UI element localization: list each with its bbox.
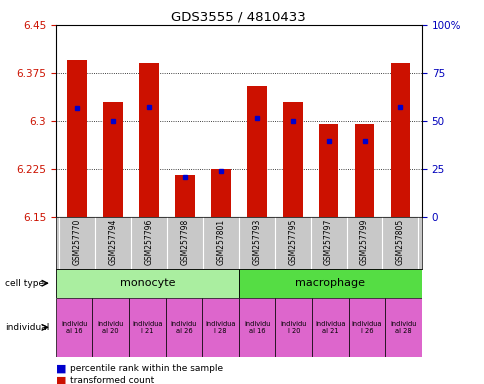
Bar bbox=[211, 169, 230, 217]
FancyBboxPatch shape bbox=[239, 269, 421, 298]
Text: individu
al 26: individu al 26 bbox=[170, 321, 197, 334]
Bar bbox=[67, 60, 87, 217]
FancyBboxPatch shape bbox=[312, 298, 348, 357]
Text: individua
al 21: individua al 21 bbox=[315, 321, 345, 334]
Text: GSM257794: GSM257794 bbox=[108, 218, 118, 265]
Text: individual: individual bbox=[5, 323, 49, 332]
Text: individua
l 26: individua l 26 bbox=[351, 321, 381, 334]
Text: transformed count: transformed count bbox=[70, 376, 154, 384]
Text: individu
al 16: individu al 16 bbox=[243, 321, 270, 334]
FancyBboxPatch shape bbox=[92, 298, 129, 357]
FancyBboxPatch shape bbox=[56, 269, 239, 298]
Text: percentile rank within the sample: percentile rank within the sample bbox=[70, 364, 223, 373]
Text: ■: ■ bbox=[56, 375, 66, 384]
Text: GSM257798: GSM257798 bbox=[180, 219, 189, 265]
FancyBboxPatch shape bbox=[239, 298, 275, 357]
FancyBboxPatch shape bbox=[129, 298, 166, 357]
Text: GSM257801: GSM257801 bbox=[216, 219, 225, 265]
Text: GSM257796: GSM257796 bbox=[144, 218, 153, 265]
Text: cell type: cell type bbox=[5, 279, 44, 288]
Bar bbox=[354, 124, 374, 217]
Title: GDS3555 / 4810433: GDS3555 / 4810433 bbox=[171, 11, 305, 24]
Bar bbox=[139, 63, 159, 217]
Text: GSM257799: GSM257799 bbox=[359, 218, 368, 265]
Bar bbox=[318, 124, 338, 217]
Text: individua
l 28: individua l 28 bbox=[205, 321, 235, 334]
Bar bbox=[103, 102, 123, 217]
FancyBboxPatch shape bbox=[166, 298, 202, 357]
Text: GSM257770: GSM257770 bbox=[73, 218, 82, 265]
FancyBboxPatch shape bbox=[56, 298, 92, 357]
FancyBboxPatch shape bbox=[348, 298, 384, 357]
Text: GSM257797: GSM257797 bbox=[323, 218, 333, 265]
Text: individu
al 20: individu al 20 bbox=[97, 321, 123, 334]
FancyBboxPatch shape bbox=[384, 298, 421, 357]
Text: GSM257793: GSM257793 bbox=[252, 218, 261, 265]
Text: individu
al 16: individu al 16 bbox=[61, 321, 87, 334]
Bar bbox=[246, 86, 266, 217]
Text: macrophage: macrophage bbox=[295, 278, 364, 288]
Bar bbox=[175, 175, 195, 217]
Bar bbox=[282, 102, 302, 217]
FancyBboxPatch shape bbox=[275, 298, 312, 357]
Bar bbox=[390, 63, 409, 217]
Text: individu
l 20: individu l 20 bbox=[280, 321, 306, 334]
Text: individua
l 21: individua l 21 bbox=[132, 321, 162, 334]
Text: monocyte: monocyte bbox=[120, 278, 175, 288]
Text: GSM257795: GSM257795 bbox=[287, 218, 297, 265]
Text: GSM257805: GSM257805 bbox=[395, 219, 404, 265]
Text: individu
al 28: individu al 28 bbox=[390, 321, 416, 334]
Text: ■: ■ bbox=[56, 364, 66, 374]
FancyBboxPatch shape bbox=[202, 298, 239, 357]
